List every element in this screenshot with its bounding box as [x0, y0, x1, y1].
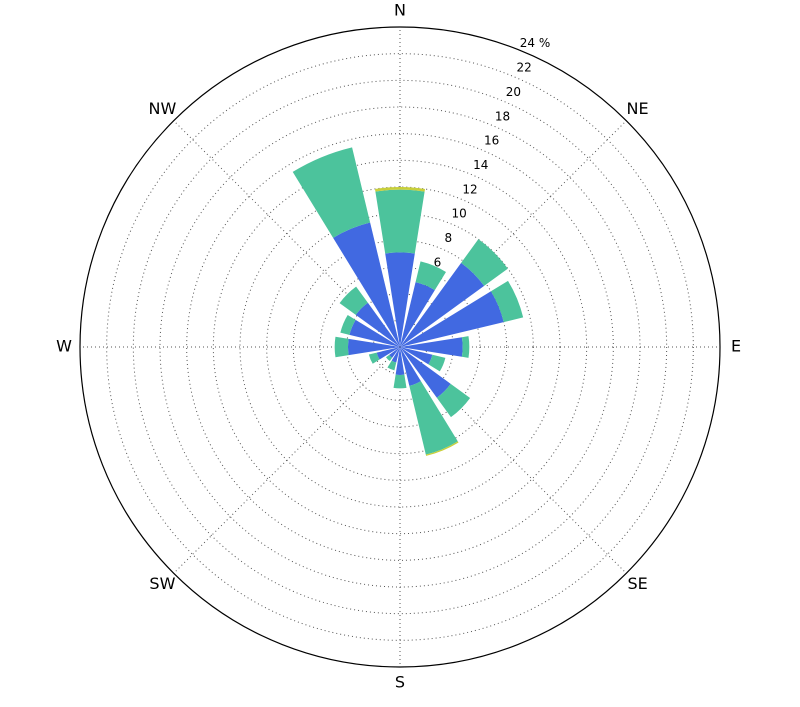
grid-ring: [239, 186, 561, 508]
spoke: [399, 346, 627, 574]
wind-sector: [400, 337, 463, 357]
direction-label: N: [394, 1, 406, 20]
radial-tick-label: 24 %: [520, 36, 551, 50]
wind-sector: [393, 374, 407, 389]
wind-sector: [400, 347, 421, 386]
grid-ring: [212, 159, 588, 535]
radial-tick-label: 22: [517, 61, 532, 75]
direction-label: S: [395, 673, 405, 692]
wind-sector: [368, 352, 380, 364]
spoke: [399, 120, 627, 348]
wind-sector: [340, 314, 356, 335]
wind-sector: [349, 319, 400, 347]
radial-tick-label: 18: [495, 109, 510, 123]
wind-sector: [385, 252, 415, 347]
wind-sector: [292, 147, 371, 238]
wind-sector: [376, 347, 400, 360]
wind-sector: [400, 282, 435, 347]
radial-tick-label: 20: [506, 85, 521, 99]
wind-sector: [400, 347, 433, 365]
wind-sector: [389, 347, 400, 358]
grid-ring: [106, 53, 694, 641]
wind-sector: [415, 261, 446, 291]
wind-sector: [400, 262, 485, 347]
wind-sector: [409, 381, 458, 455]
wind-sector: [461, 336, 470, 358]
wind-sector: [436, 383, 471, 418]
wind-sector: [375, 189, 425, 254]
radial-tick-label: 14: [473, 158, 488, 172]
wind-sector: [400, 347, 451, 398]
wind-sector: [339, 286, 368, 315]
grid-ring: [159, 106, 641, 588]
wind-sector: [333, 222, 400, 347]
wind-sector: [374, 187, 426, 192]
grid-ring: [292, 239, 508, 455]
radial-tick-label: 8: [444, 231, 452, 245]
grid-ring: [132, 79, 668, 615]
wind-sector: [387, 360, 397, 371]
wind-sector: [348, 338, 400, 356]
wind-sector: [461, 239, 508, 286]
radial-tick-label: 10: [451, 207, 466, 221]
frame-circle: [79, 26, 721, 668]
radial-tick-label: 16: [484, 134, 499, 148]
direction-label: W: [56, 337, 72, 356]
wind-sector: [400, 291, 504, 347]
radial-tick-label: 6: [434, 255, 442, 269]
grid-ring: [186, 133, 614, 561]
wind-sector: [385, 354, 393, 362]
wind-sector: [395, 347, 405, 376]
wind-sector: [490, 280, 524, 323]
radial-tick-label: 12: [462, 182, 477, 196]
wind-sector: [334, 336, 349, 358]
direction-label: SW: [149, 574, 175, 593]
wind-sector: [391, 347, 400, 363]
wind-sector: [428, 354, 446, 372]
direction-label: E: [731, 337, 741, 356]
wind-sector: [425, 441, 459, 456]
wind-sector: [355, 302, 400, 347]
direction-label: SE: [627, 574, 647, 593]
direction-label: NW: [149, 99, 177, 118]
direction-label: NE: [627, 99, 649, 118]
